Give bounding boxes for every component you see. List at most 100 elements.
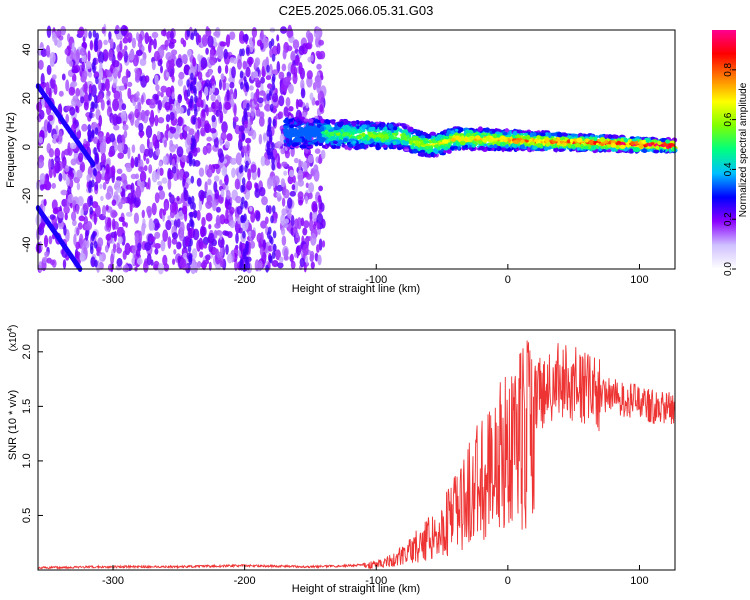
colorbar-tick-label: 0.6 — [723, 112, 734, 126]
noise-cell — [158, 161, 163, 167]
noise-cell — [108, 49, 113, 61]
noise-cell — [118, 216, 125, 222]
noise-streak — [272, 73, 276, 82]
noise-streak — [92, 29, 97, 38]
noise-cell — [93, 213, 97, 226]
noise-cell — [229, 206, 235, 215]
signal-cell — [460, 135, 465, 141]
noise-streak — [241, 48, 245, 57]
signal-cell — [285, 138, 290, 143]
noise-cell — [176, 156, 180, 164]
signal-cell — [550, 132, 557, 137]
signal-cell — [454, 132, 460, 136]
noise-cell — [98, 51, 105, 64]
noise-streak — [271, 142, 275, 151]
noise-cell — [219, 79, 222, 91]
noise-cell — [283, 248, 289, 260]
noise-cell — [74, 251, 81, 259]
noise-cell — [204, 181, 208, 193]
noise-streak — [242, 251, 246, 260]
noise-cell — [197, 53, 202, 62]
noise-cell — [78, 26, 85, 37]
noise-cell — [219, 230, 223, 241]
noise-cell — [224, 141, 230, 149]
signal-cell — [570, 144, 575, 149]
snr-x-ticks: -300 -200 -100 0 100 — [102, 565, 649, 587]
noise-cell — [139, 170, 147, 183]
noise-cell — [260, 231, 264, 245]
noise-cell — [221, 166, 228, 177]
noise-cell — [295, 231, 300, 238]
signal-cell — [572, 138, 578, 142]
noise-cell — [260, 76, 265, 84]
colorbar-tick-label: 0.4 — [723, 162, 734, 176]
noise-streak — [192, 116, 196, 125]
noise-cell — [58, 90, 64, 97]
noise-streak — [242, 230, 246, 239]
signal-cell — [668, 144, 672, 149]
signal-cell — [450, 146, 455, 151]
signal-cell — [325, 125, 332, 129]
noise-cell — [229, 31, 236, 40]
noise-cell — [36, 101, 42, 112]
noise-cell — [205, 47, 209, 55]
signal-cell — [639, 144, 644, 149]
noise-cell — [207, 178, 212, 186]
noise-streak — [90, 101, 95, 110]
noise-cell — [71, 42, 75, 53]
noise-cell — [249, 115, 254, 123]
noise-cell — [254, 57, 261, 67]
noise-cell — [165, 31, 171, 39]
noise-streak — [268, 134, 273, 143]
signal-cell — [309, 132, 316, 137]
noise-cell — [172, 258, 176, 265]
x-tick-label: 100 — [630, 575, 648, 587]
signal-cell — [501, 147, 506, 151]
noise-streak — [240, 184, 244, 193]
signal-cell — [393, 126, 398, 131]
signal-cell — [459, 140, 466, 146]
noise-cell — [61, 73, 66, 81]
noise-streak — [94, 100, 98, 109]
signal-cell — [468, 147, 473, 150]
noise-cell — [317, 254, 322, 266]
noise-cell — [246, 144, 250, 152]
noise-cell — [135, 248, 141, 258]
noise-cell — [305, 173, 312, 180]
noise-cell — [159, 167, 164, 176]
noise-cell — [202, 259, 210, 265]
noise-streak — [189, 238, 193, 247]
noise-cell — [140, 109, 146, 122]
signal-cell — [465, 132, 472, 138]
noise-cell — [216, 251, 223, 259]
noise-cell — [180, 37, 185, 45]
noise-cell — [283, 188, 290, 199]
noise-cell — [266, 177, 272, 190]
noise-cell — [253, 92, 258, 105]
noise-cell — [98, 114, 103, 127]
noise-cell — [154, 114, 159, 127]
noise-cell — [166, 123, 170, 132]
noise-cell — [218, 101, 222, 113]
signal-cell — [432, 148, 438, 152]
signal-cell — [527, 147, 531, 153]
noise-cell — [139, 58, 147, 67]
signal-cell — [303, 118, 309, 122]
signal-cell — [311, 140, 317, 143]
noise-cell — [201, 34, 208, 47]
noise-cell — [104, 159, 111, 168]
noise-cell — [190, 261, 197, 275]
noise-cell — [225, 208, 229, 221]
noise-cell — [45, 45, 51, 57]
noise-streak — [243, 108, 248, 116]
noise-cell — [223, 48, 228, 60]
noise-cell — [315, 76, 322, 89]
signal-cell — [630, 141, 636, 146]
noise-cell — [220, 131, 227, 141]
signal-cell — [347, 143, 353, 148]
noise-cell — [67, 186, 72, 196]
noise-cell — [60, 189, 68, 196]
noise-cell — [203, 243, 207, 249]
noise-cell — [148, 164, 153, 174]
noise-cell — [281, 235, 287, 246]
